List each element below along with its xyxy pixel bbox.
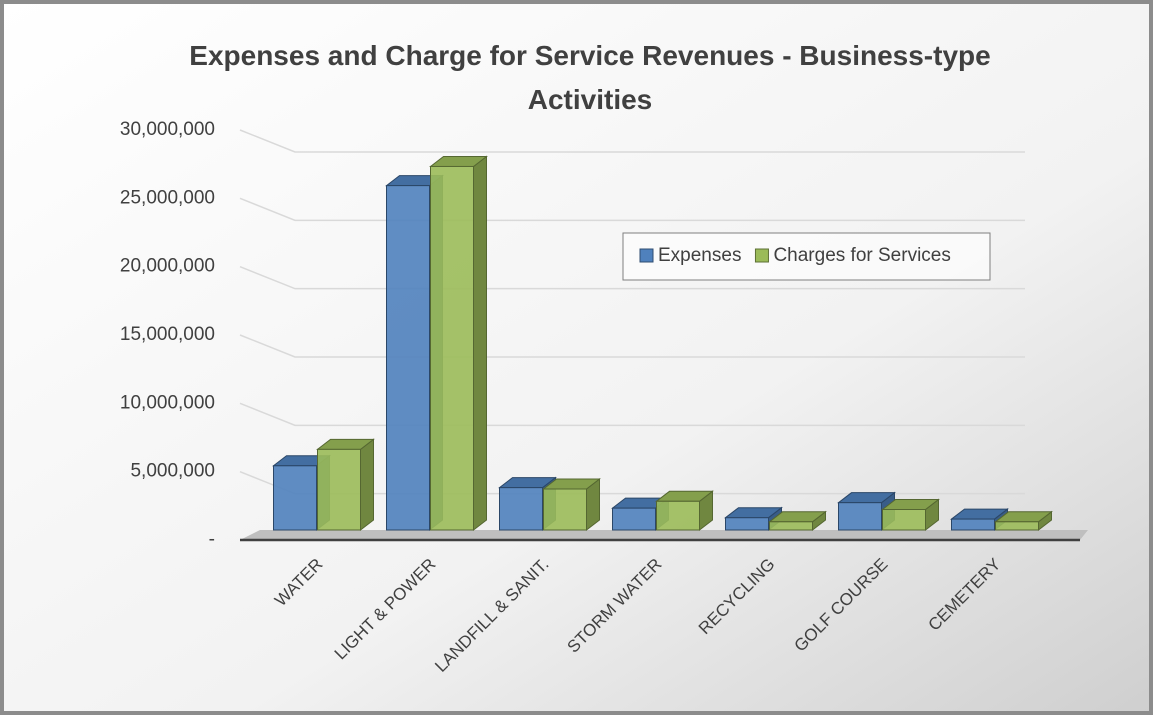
chart-title: Expenses and Charge for Service Revenues… — [189, 40, 990, 115]
bar-front — [386, 185, 430, 531]
bar-front — [951, 518, 995, 531]
y-tick-label: 30,000,000 — [120, 119, 215, 140]
bar — [542, 477, 601, 532]
bar-front — [838, 502, 882, 531]
y-tick-label: 15,000,000 — [120, 324, 215, 345]
bar-front — [543, 488, 587, 531]
y-tick-label: 5,000,000 — [130, 461, 215, 482]
grid-line — [239, 334, 1025, 358]
bar-front — [499, 487, 543, 531]
bar-front — [656, 500, 700, 531]
grid-line — [239, 129, 1025, 153]
bar-front — [612, 507, 656, 531]
legend-swatch — [754, 248, 769, 263]
bar-side — [473, 155, 487, 532]
grid-line — [239, 197, 1025, 222]
legend-box — [622, 232, 991, 281]
bar — [881, 498, 940, 532]
bar — [768, 510, 827, 532]
bar — [316, 438, 375, 532]
bar-side — [360, 438, 374, 532]
y-tick-label: 10,000,000 — [120, 392, 215, 413]
y-tick-label: - — [209, 529, 215, 550]
bar — [994, 510, 1053, 532]
grid-line — [239, 265, 1025, 290]
y-tick-label: 25,000,000 — [120, 187, 215, 208]
y-tick-label: 20,000,000 — [120, 256, 215, 277]
bar-front — [882, 509, 926, 531]
bar — [429, 155, 488, 532]
legend-swatch — [639, 248, 654, 263]
legend: Expenses Charges for Services — [622, 232, 991, 281]
bar-front — [995, 521, 1039, 531]
bar-front — [317, 448, 361, 531]
legend-label: Expenses — [658, 245, 741, 266]
bar-front — [273, 465, 317, 531]
legend-label: Charges for Services — [773, 245, 950, 266]
bar — [724, 506, 783, 532]
bar — [655, 490, 714, 532]
bar-front — [769, 521, 813, 531]
grid-line — [239, 402, 1025, 427]
floor — [240, 530, 1088, 540]
bar-front — [725, 517, 769, 531]
bar-front — [430, 165, 474, 531]
